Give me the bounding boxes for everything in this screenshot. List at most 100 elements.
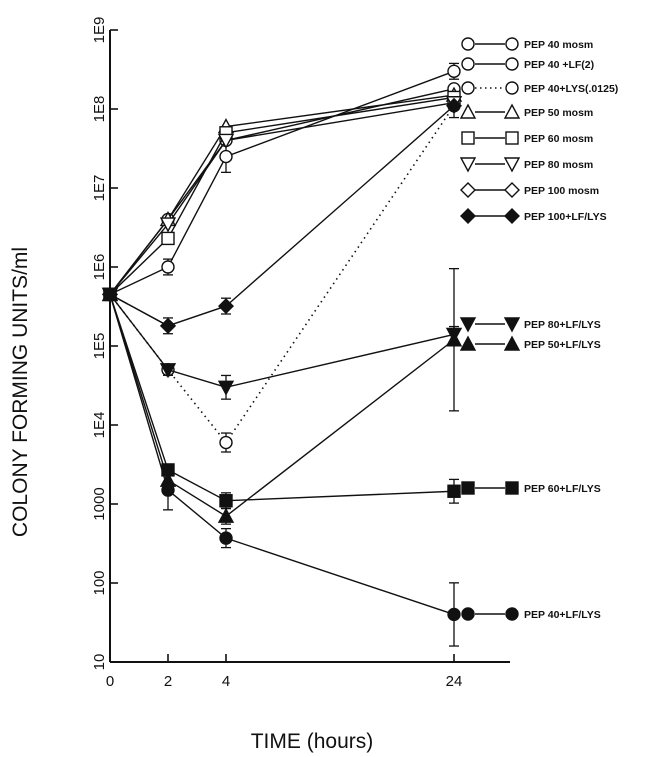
legend-marker	[503, 317, 521, 333]
x-tick-label: 4	[222, 673, 230, 690]
y-tick-label: 1E9	[91, 17, 108, 44]
legend-item-2: PEP 40 +LF(2)	[461, 57, 594, 71]
legend-marker	[503, 103, 521, 119]
data-point	[159, 217, 177, 233]
data-point	[159, 363, 177, 379]
data-point	[219, 149, 233, 164]
legend-item-1: PEP 40 mosm	[461, 37, 593, 51]
series-9	[101, 287, 463, 400]
y-tick-label: 10	[91, 654, 108, 671]
legend-marker	[459, 103, 477, 119]
series-line	[109, 102, 455, 295]
data-point	[161, 483, 175, 497]
series-layer	[101, 62, 463, 647]
legend-item-3: PEP 40+LYS(.0125)	[461, 81, 618, 95]
legend-label: PEP 40 +LF(2)	[524, 59, 594, 71]
data-point	[445, 331, 463, 347]
legend-label: PEP 50 mosm	[524, 107, 593, 119]
legend-label: PEP 60 mosm	[524, 133, 593, 145]
series-6	[101, 96, 463, 303]
data-point	[447, 484, 461, 498]
legend-marker	[505, 81, 519, 95]
legend-marker	[503, 335, 521, 351]
series-5	[103, 90, 461, 302]
legend-item-4: PEP 50 mosm	[459, 103, 593, 119]
data-point	[161, 231, 175, 246]
legend-marker	[505, 57, 519, 71]
series-line	[109, 96, 455, 295]
series-line	[109, 88, 455, 295]
legend-marker	[461, 131, 475, 145]
series-12	[103, 287, 461, 647]
data-point	[103, 287, 117, 302]
legend-marker	[505, 37, 519, 51]
y-tick-label: 1E8	[91, 96, 108, 123]
legend-marker	[461, 607, 475, 621]
y-tick-label: 1E7	[91, 175, 108, 202]
data-point	[217, 133, 235, 149]
legend-marker	[503, 157, 521, 173]
series-line	[109, 294, 455, 502]
data-point	[446, 97, 462, 114]
legend-label: PEP 40+LF/LYS	[524, 609, 601, 621]
series-line	[109, 294, 455, 616]
data-point	[161, 260, 175, 274]
legend-marker	[504, 208, 520, 224]
legend-item-12: PEP 40+LF/LYS	[461, 607, 601, 621]
legend-label: PEP 40 mosm	[524, 39, 593, 51]
data-point	[219, 531, 233, 545]
y-tick-label: 1000	[91, 487, 108, 520]
legend-marker	[461, 37, 475, 51]
data-point	[447, 607, 461, 622]
x-tick-label: 24	[446, 673, 463, 690]
legend-marker	[505, 481, 519, 495]
legend-item-7: PEP 100 mosm	[460, 182, 599, 198]
series-4	[101, 86, 463, 302]
series-line	[109, 294, 455, 518]
data-point	[219, 435, 233, 450]
legend-marker	[459, 335, 477, 351]
y-tick-label: 1E6	[91, 254, 108, 281]
data-point	[218, 298, 234, 315]
legend-marker	[461, 81, 475, 95]
x-axis-title: TIME (hours)	[251, 730, 374, 753]
data-point	[217, 380, 235, 396]
legend-marker	[460, 208, 476, 224]
legend-marker	[459, 317, 477, 333]
data-point	[160, 317, 176, 334]
legend-marker	[461, 57, 475, 71]
legend-marker	[461, 481, 475, 495]
series-8	[102, 97, 462, 334]
legend-marker	[460, 182, 476, 198]
y-axis-title: COLONY FORMING UNITS/ml	[9, 247, 32, 537]
legend-item-6: PEP 80 mosm	[459, 157, 593, 173]
legend-marker	[504, 182, 520, 198]
x-tick-label: 2	[164, 673, 172, 690]
legend-marker	[505, 607, 519, 621]
legend-item-5: PEP 60 mosm	[461, 131, 593, 145]
legend-item-10: PEP 50+LF/LYS	[459, 335, 601, 351]
legend-label: PEP 100+LF/LYS	[524, 211, 607, 223]
legend-marker	[505, 131, 519, 145]
y-tick-label: 1E5	[91, 333, 108, 360]
data-point	[219, 494, 233, 508]
series-line	[109, 105, 455, 444]
series-10	[101, 267, 463, 525]
legend-label: PEP 100 mosm	[524, 185, 599, 197]
data-point	[217, 507, 235, 523]
series-line	[109, 293, 455, 389]
legend-label: PEP 40+LYS(.0125)	[524, 83, 618, 95]
series-2	[103, 82, 461, 302]
y-tick-label: 1E4	[91, 412, 108, 439]
legend-marker	[459, 157, 477, 173]
data-point	[447, 64, 461, 79]
legend-item-8: PEP 100+LF/LYS	[460, 208, 607, 224]
legend-item-9: PEP 80+LF/LYS	[459, 317, 601, 333]
x-tick-label: 0	[106, 673, 114, 690]
y-tick-label: 100	[91, 570, 108, 595]
series-line	[109, 105, 455, 327]
legend-item-11: PEP 60+LF/LYS	[461, 481, 601, 495]
series-11	[103, 287, 461, 510]
